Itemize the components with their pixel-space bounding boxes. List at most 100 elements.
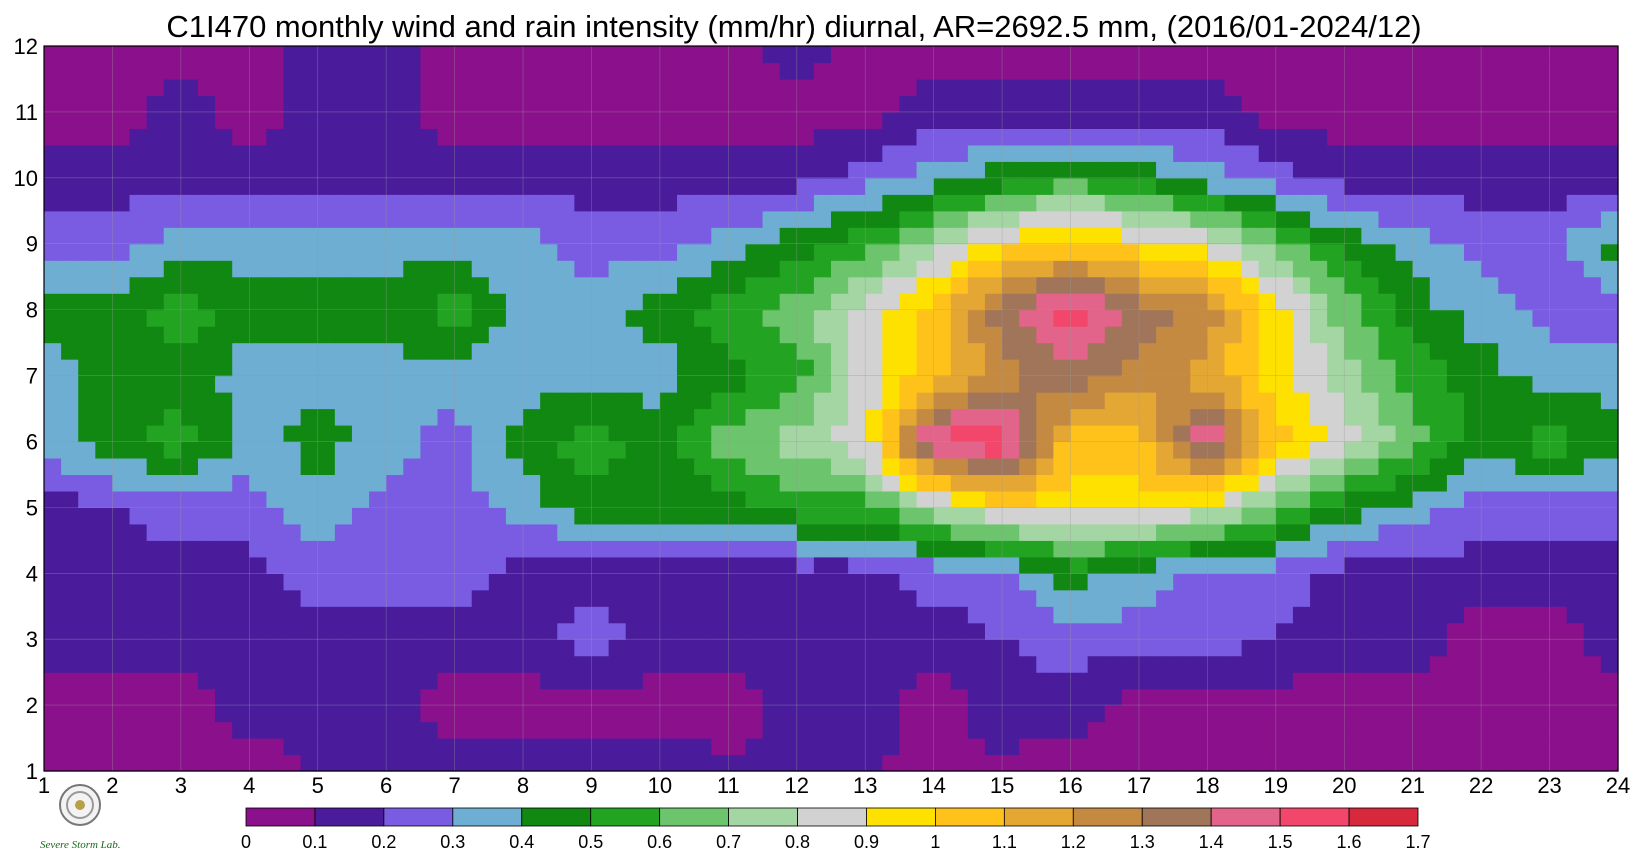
field-cell [300,457,319,476]
field-cell [1344,408,1362,426]
field-cell [1446,573,1465,591]
field-cell [334,424,353,443]
field-cell [1327,523,1345,541]
field-cell [1583,392,1602,410]
field-cell [454,260,473,278]
field-cell [1327,46,1345,64]
field-cell [403,639,421,657]
field-cell [728,144,747,162]
field-cell [950,375,969,393]
field-cell [1412,359,1431,377]
field-cell [351,606,370,624]
field-cell [831,639,849,657]
field-cell [1600,392,1619,410]
field-cell [283,507,302,525]
field-cell [112,243,131,261]
field-cell [967,375,986,393]
field-cell [437,606,456,624]
field-cell [266,457,285,476]
field-cell [540,326,558,344]
field-cell [1173,194,1191,212]
field-cell [249,95,268,113]
field-cell [1464,243,1482,261]
field-cell [848,474,866,492]
field-cell [1327,309,1345,327]
field-cell [112,326,131,344]
field-cell [386,210,404,228]
field-cell [1583,342,1602,360]
field-cell [1566,606,1585,624]
field-cell [1156,721,1174,739]
field-cell [1002,738,1020,756]
field-cell [523,672,541,690]
field-cell [779,688,798,706]
field-cell [865,359,883,377]
field-cell [1292,754,1311,772]
field-cell [266,95,285,113]
field-cell [1258,342,1277,360]
field-cell [557,309,575,327]
field-cell [813,326,832,344]
field-cell [1583,441,1602,459]
field-cell [711,754,729,772]
field-cell [437,474,456,492]
field-cell [505,111,524,129]
field-cell [1002,46,1020,64]
field-cell [369,540,387,558]
field-cell [1087,161,1106,179]
field-cell [283,177,302,195]
field-cell [112,144,131,162]
field-cell [454,606,473,624]
field-cell [420,507,439,525]
field-cell [745,655,764,673]
field-cell [1002,342,1020,360]
field-cell [1036,243,1055,261]
field-cell [848,309,866,327]
field-cell [1549,424,1568,443]
field-cell [249,177,268,195]
colorbar-label: 1.2 [1061,832,1086,852]
field-cell [454,589,473,607]
field-cell [882,738,901,756]
field-cell [916,194,935,212]
field-cell [779,754,798,772]
field-cell [386,309,404,327]
field-cell [625,622,644,640]
field-cell [574,95,593,113]
colorbar-label: 0.2 [371,832,396,852]
field-cell [813,243,832,261]
field-cell [369,111,387,129]
field-cell [95,194,114,212]
field-cell [454,293,473,311]
field-cell [403,243,421,261]
field-cell [523,655,541,673]
field-cell [112,95,131,113]
field-cell [659,721,678,739]
field-cell [1070,639,1089,657]
field-cell [984,754,1003,772]
field-cell [540,540,558,558]
field-cell [642,523,661,541]
field-cell [386,78,404,97]
field-cell [1224,111,1243,129]
field-cell [608,408,627,426]
field-cell [471,556,490,574]
field-cell [1190,177,1208,195]
field-cell [351,194,370,212]
field-cell [1258,457,1277,476]
field-cell [1138,210,1157,228]
field-cell [574,556,593,574]
field-cell [831,392,849,410]
field-cell [1344,144,1362,162]
field-cell [1156,573,1174,591]
field-cell [369,573,387,591]
field-cell [351,62,370,80]
field-cell [642,738,661,756]
field-cell [848,276,866,294]
field-cell [471,194,490,212]
field-cell [1224,359,1243,377]
field-cell [779,293,798,311]
field-cell [848,705,866,723]
field-cell [1361,540,1380,558]
field-cell [1053,375,1072,393]
